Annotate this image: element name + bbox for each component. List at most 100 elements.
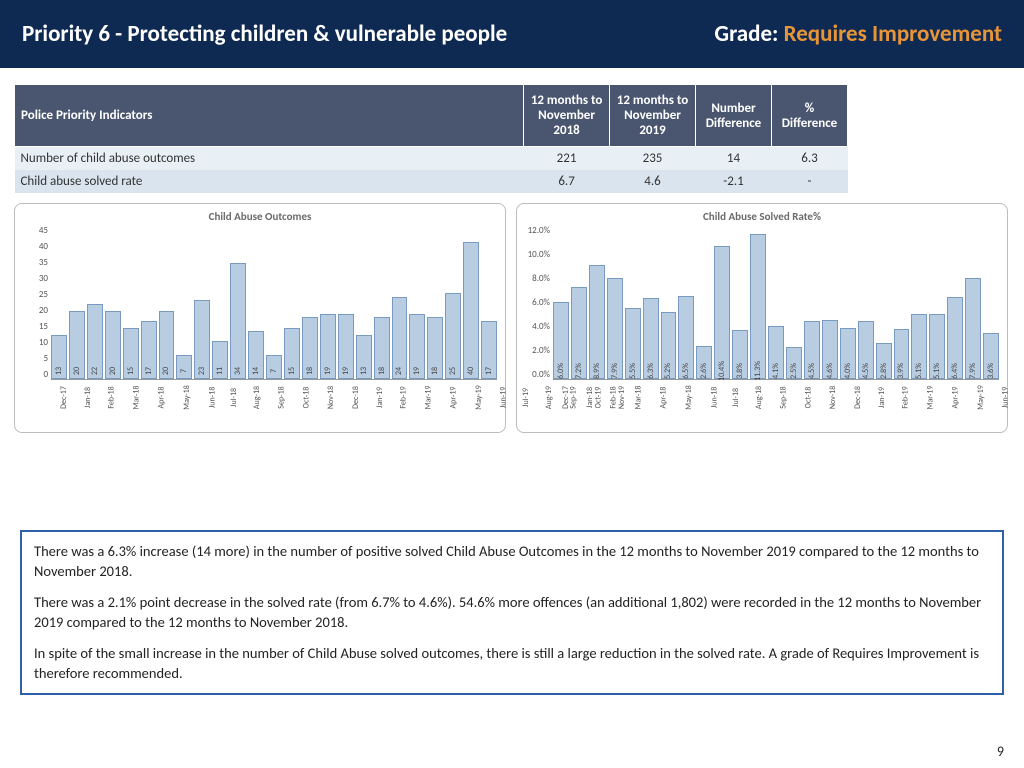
cell-pd: 6.3: [771, 147, 847, 171]
bar: 4.6%: [822, 320, 838, 379]
bar-col: 23: [194, 225, 210, 379]
chart2-title: Child Abuse Solved Rate%: [525, 210, 999, 223]
summary-box: There was a 6.3% increase (14 more) in t…: [20, 530, 1004, 695]
bar-col: 7.9%: [965, 225, 981, 379]
th-pctdiff: % Difference: [771, 85, 847, 147]
summary-p1: There was a 6.3% increase (14 more) in t…: [34, 542, 990, 581]
bar-value-label: 5.5%: [628, 363, 638, 379]
cell-label: Number of child abuse outcomes: [15, 147, 524, 171]
bar-col: 4.6%: [822, 225, 838, 379]
bar-col: 5.1%: [911, 225, 927, 379]
bar-value-label: 15: [287, 367, 297, 375]
th-numdiff: Number Difference: [696, 85, 772, 147]
grade-text: Grade:: [714, 20, 778, 48]
bar-value-label: 2.6%: [699, 363, 709, 379]
bar: 25: [445, 293, 461, 379]
chart1-title: Child Abuse Outcomes: [23, 210, 497, 223]
ytick: 12.0%: [528, 225, 550, 236]
bar-col: 20: [159, 225, 175, 379]
bar-col: 5.2%: [661, 225, 677, 379]
bar-value-label: 18: [430, 367, 440, 375]
bar-value-label: 2.5%: [789, 363, 799, 379]
summary-p2: There was a 2.1% point decrease in the s…: [34, 593, 990, 632]
cell-p2: 235: [610, 147, 696, 171]
bar-value-label: 4.0%: [843, 363, 853, 379]
bar: 7: [176, 355, 192, 379]
bar-value-label: 7: [269, 369, 279, 373]
bar-value-label: 14: [251, 367, 261, 375]
bar: 5.5%: [625, 308, 641, 379]
summary-p3: In spite of the small increase in the nu…: [34, 644, 990, 683]
bar-value-label: 24: [394, 367, 404, 375]
bar-value-label: 17: [484, 367, 494, 375]
bar-col: 11: [212, 225, 228, 379]
bar-value-label: 6.4%: [950, 363, 960, 379]
bar: 2.8%: [876, 343, 892, 379]
bar-col: 7.2%: [571, 225, 587, 379]
bar: 6.5%: [678, 296, 694, 379]
bar-col: 14: [248, 225, 264, 379]
bar: 20: [69, 311, 85, 379]
page-title: Priority 6 - Protecting children & vulne…: [22, 20, 507, 48]
bar-value-label: 20: [161, 367, 171, 375]
bar-col: 7: [266, 225, 282, 379]
bar-value-label: 3.8%: [735, 363, 745, 379]
bar-col: 2.8%: [876, 225, 892, 379]
bar-value-label: 8.9%: [592, 363, 602, 379]
bar-col: 20: [105, 225, 121, 379]
bar-col: 19: [320, 225, 336, 379]
page-number: 9: [997, 743, 1004, 760]
bar-value-label: 11: [215, 367, 225, 375]
bar: 17: [141, 321, 157, 379]
bar-value-label: 34: [233, 367, 243, 375]
bar-value-label: 18: [305, 367, 315, 375]
cell-p1: 6.7: [524, 170, 610, 193]
bar: 11.3%: [750, 234, 766, 379]
bar-value-label: 4.1%: [771, 363, 781, 379]
bar: 5.1%: [911, 314, 927, 379]
bar-col: 4.5%: [804, 225, 820, 379]
chart2-yaxis: 12.0%10.0%8.0%6.0%4.0%2.0%0.0%: [525, 225, 553, 380]
th-period1: 12 months to November 2018: [524, 85, 610, 147]
bar-value-label: 19: [412, 367, 422, 375]
bar-value-label: 4.6%: [825, 363, 835, 379]
ytick: 20: [39, 305, 48, 316]
bar: 18: [374, 317, 390, 379]
bar-col: 6.0%: [553, 225, 569, 379]
bar-value-label: 15: [126, 367, 136, 375]
bar: 18: [427, 317, 443, 379]
bar: 22: [87, 304, 103, 379]
bar-col: 2.5%: [786, 225, 802, 379]
bar-col: 15: [284, 225, 300, 379]
bar: 14: [248, 331, 264, 379]
bar-value-label: 6.0%: [556, 363, 566, 379]
bar-value-label: 20: [72, 367, 82, 375]
ytick: 35: [39, 257, 48, 268]
bar-col: 10.4%: [714, 225, 730, 379]
chart2-xaxis: Dec-17Jan-18Feb-18Mar-18Apr-18May-18Jun-…: [553, 380, 999, 415]
bar-col: 13: [356, 225, 372, 379]
bar: 20: [105, 311, 121, 379]
chart1-yaxis: 454035302520151050: [23, 225, 51, 380]
bar-col: 4.0%: [840, 225, 856, 379]
table-row: Child abuse solved rate6.74.6-2.1-: [15, 170, 848, 193]
bar-col: 3.6%: [983, 225, 999, 379]
ytick: 2.0%: [532, 345, 550, 356]
bar-value-label: 23: [197, 367, 207, 375]
bar-value-label: 40: [466, 367, 476, 375]
grade-value: Requires Improvement: [784, 20, 1002, 48]
bar: 3.6%: [983, 333, 999, 379]
bar-col: 18: [427, 225, 443, 379]
bar: 19: [338, 314, 354, 379]
bar-col: 15: [123, 225, 139, 379]
bar: 8.9%: [589, 265, 605, 379]
bar: 7.9%: [965, 278, 981, 379]
bar-col: 19: [338, 225, 354, 379]
bar: 23: [194, 300, 210, 379]
bar-value-label: 5.1%: [932, 363, 942, 379]
bar: 4.5%: [804, 321, 820, 379]
bar-col: 34: [230, 225, 246, 379]
ytick: 4.0%: [532, 321, 550, 332]
chart1-bars: 1320222015172072311341471518191913182419…: [51, 225, 497, 380]
bar-value-label: 3.6%: [986, 363, 996, 379]
